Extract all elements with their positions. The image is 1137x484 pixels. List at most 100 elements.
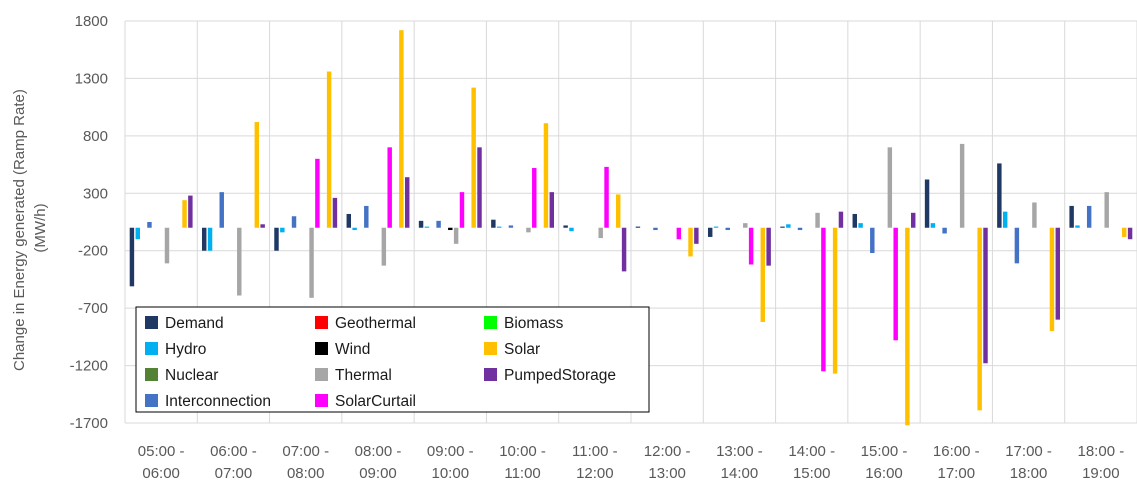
bar-pumpedstorage — [766, 227, 771, 266]
bar-thermal — [598, 227, 603, 239]
bar-interconnection — [653, 227, 658, 231]
bar-thermal — [815, 212, 820, 228]
x-tick-label: 06:00 - — [210, 443, 257, 460]
y-tick-label: 1800 — [75, 13, 108, 30]
x-tick-label: 18:00 — [1010, 465, 1048, 482]
bar-hydro — [786, 224, 791, 228]
legend-swatch-geothermal — [315, 316, 328, 329]
bar-series — [129, 30, 1133, 426]
bar-solar — [543, 123, 549, 228]
bar-hydro — [496, 226, 502, 228]
x-tick-label: 17:00 — [938, 465, 976, 482]
x-axis-tick-labels: 05:00 - 06:00 06:00 - 07:00 07:00 - 08:00 08:0… — [138, 443, 1124, 482]
bar-demand — [997, 163, 1002, 228]
bar-pumpedstorage — [911, 212, 916, 228]
legend-swatch-solarcurtail — [315, 394, 328, 407]
x-tick-label: 11:00 - — [572, 443, 618, 460]
bar-solar — [760, 227, 766, 322]
x-tick-label: 13:00 - — [716, 443, 763, 460]
bar-solarcurtail — [676, 227, 682, 240]
bar-solar — [399, 30, 404, 228]
bar-hydro — [1002, 211, 1008, 228]
bar-solarcurtail — [532, 168, 537, 228]
x-tick-label: 16:00 - — [933, 443, 980, 460]
bar-solarcurtail — [604, 166, 609, 228]
legend: Demand Geothermal Biomass Hydro Wind Solar Nuc… — [135, 306, 650, 413]
bar-hydro — [858, 223, 863, 228]
bar-interconnection — [219, 192, 224, 228]
bar-pumpedstorage — [983, 227, 988, 364]
bar-pumpedstorage — [1055, 227, 1061, 320]
legend-label: Solar — [504, 341, 540, 358]
bar-interconnection — [870, 227, 875, 254]
bar-demand — [418, 220, 424, 228]
legend-label: Biomass — [504, 315, 564, 332]
bar-solar — [326, 71, 332, 228]
bar-pumpedstorage — [188, 195, 193, 228]
y-axis-title: Change in Energy generated (Ramp Rate) (… — [11, 85, 49, 371]
legend-swatch-pumpedstorage — [484, 368, 497, 381]
x-tick-label: 14:00 — [721, 465, 759, 482]
bar-thermal — [164, 227, 170, 264]
bar-pumpedstorage — [405, 177, 410, 228]
y-tick-label: -1700 — [70, 415, 108, 432]
y-tick-label: 300 — [83, 185, 108, 202]
bar-interconnection — [797, 227, 803, 231]
x-tick-label: 14:00 - — [788, 443, 835, 460]
bar-solar — [832, 227, 838, 374]
legend-swatch-interconnection — [145, 394, 158, 407]
x-tick-label: 08:00 - — [355, 443, 402, 460]
bar-demand — [201, 227, 207, 251]
bar-thermal — [743, 223, 748, 228]
bar-solarcurtail — [459, 192, 465, 228]
bar-pumpedstorage — [1127, 227, 1133, 240]
y-tick-label: 800 — [83, 128, 108, 145]
legend-label: Thermal — [335, 367, 392, 384]
legend-box — [135, 306, 650, 413]
bar-solar — [977, 227, 982, 411]
bar-thermal — [453, 227, 459, 244]
legend-label: Hydro — [165, 341, 206, 358]
bar-thermal — [309, 227, 314, 298]
bar-hydro — [569, 227, 574, 232]
x-tick-label: 13:00 — [648, 465, 686, 482]
x-tick-label: 11:00 — [504, 465, 540, 482]
bar-demand — [491, 219, 496, 228]
bar-solar — [182, 200, 187, 228]
legend-label: PumpedStorage — [504, 367, 616, 384]
x-tick-label: 18:00 - — [1078, 443, 1125, 460]
bar-hydro — [135, 227, 140, 240]
y-tick-label: 1300 — [75, 70, 108, 87]
bar-demand — [707, 227, 713, 237]
bar-interconnection — [147, 222, 152, 228]
bar-interconnection — [725, 227, 730, 231]
bar-thermal — [959, 143, 965, 228]
legend-label: Wind — [335, 341, 370, 358]
bar-interconnection — [291, 216, 297, 228]
x-tick-label: 09:00 - — [427, 443, 474, 460]
bar-thermal — [381, 227, 387, 266]
bar-wind — [448, 227, 453, 231]
x-tick-label: 09:00 — [359, 465, 397, 482]
legend-swatch-biomass — [484, 316, 497, 329]
bar-demand — [274, 227, 279, 251]
bar-interconnection — [508, 225, 514, 228]
legend-label: Interconnection — [165, 393, 271, 410]
bar-pumpedstorage — [838, 211, 844, 228]
x-tick-label: 12:00 - — [644, 443, 691, 460]
bar-hydro — [713, 226, 719, 228]
bar-interconnection — [436, 220, 441, 228]
y-tick-label: -200 — [78, 243, 108, 260]
bar-demand — [635, 226, 641, 228]
y-axis-title-line-2: (MW/h) — [32, 203, 49, 252]
x-tick-label: 12:00 — [576, 465, 614, 482]
x-tick-label: 15:00 - — [861, 443, 908, 460]
bar-interconnection — [1086, 205, 1092, 228]
bar-demand — [129, 227, 135, 287]
bar-interconnection — [1014, 227, 1020, 264]
legend-swatch-thermal — [315, 368, 328, 381]
bar-pumpedstorage — [332, 197, 338, 228]
bar-pumpedstorage — [621, 227, 627, 272]
x-tick-label: 10:00 — [432, 465, 470, 482]
bar-solar — [1049, 227, 1055, 332]
